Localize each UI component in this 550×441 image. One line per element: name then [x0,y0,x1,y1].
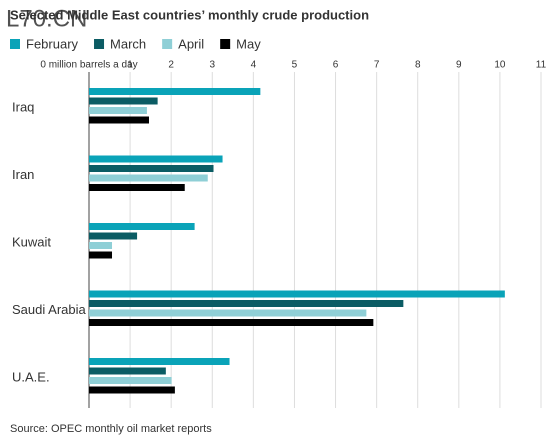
bar [89,242,113,249]
x-tick-label: 6 [333,60,339,71]
bar [89,88,261,95]
x-tick-label: 1 [127,60,133,71]
x-tick-label: 10 [494,60,506,71]
legend-label: February [26,36,79,51]
legend-swatch [220,39,231,49]
watermark: L70.CN [6,5,87,32]
category-label: Kuwait [12,234,51,249]
x-tick-label: 2 [168,60,174,71]
legend-label: May [236,36,261,51]
x-tick-label: 3 [209,60,215,71]
legend-swatch [162,39,173,49]
bar [89,367,166,375]
chart-title: Selected Middle East countries’ monthly … [10,7,369,22]
bar [89,309,367,317]
source-note: Source: OPEC monthly oil market reports [10,423,212,435]
bar [89,155,223,163]
bar [89,290,505,298]
x-tick-label: 5 [292,60,298,71]
x-tick-label: 11 [536,60,547,71]
category-label: U.A.E. [12,369,50,384]
bar [89,97,158,105]
bar [89,116,149,124]
legend-swatch [94,39,105,49]
x-tick-label: 8 [415,60,421,71]
category-label: Iran [12,167,34,182]
bar [89,358,230,365]
bar [89,232,138,240]
x-tick-label: 7 [374,60,380,71]
bar [89,300,404,307]
category-label: Saudi Arabia [12,302,86,317]
x-tick-label: 0 million barrels a day [40,60,137,71]
category-label: Iraq [12,99,34,114]
bar [89,184,185,191]
legend-swatch [10,39,20,49]
bar [89,319,374,326]
bar [89,223,195,230]
x-tick-label: 9 [456,60,462,71]
bar [89,174,208,182]
legend-label: March [110,36,146,51]
bar [89,377,172,384]
bar [89,386,175,394]
x-tick-label: 4 [251,60,257,71]
bar [89,165,214,172]
bar [89,107,147,114]
bar [89,251,113,259]
legend-label: April [178,36,204,51]
